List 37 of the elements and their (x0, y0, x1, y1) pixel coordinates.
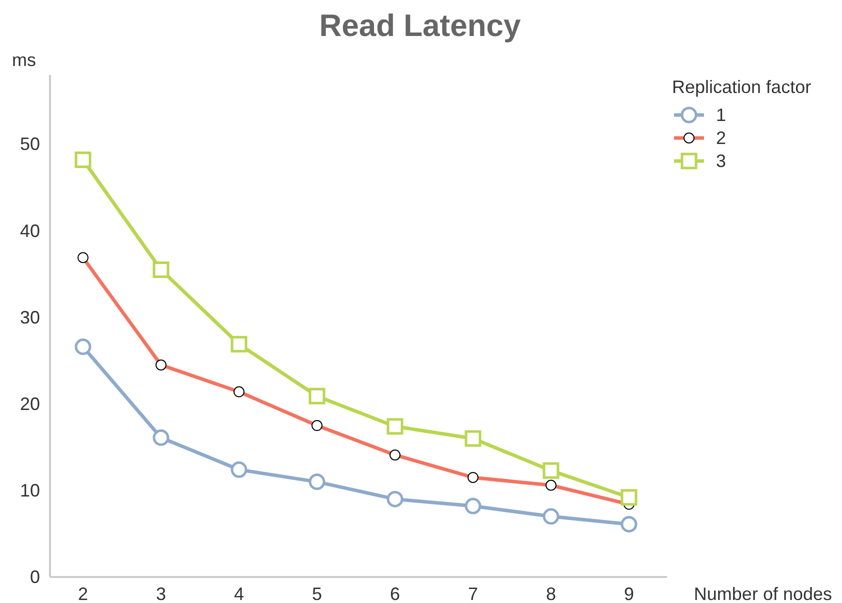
x-tick-label: 4 (234, 584, 244, 603)
point (464, 498, 482, 514)
y-tick-label: 30 (20, 307, 40, 328)
x-tick-label: 9 (624, 584, 634, 603)
chart-title: Read Latency (319, 8, 522, 43)
x-tick-label: 8 (546, 584, 556, 603)
y-tick-label: 0 (30, 567, 40, 587)
point (230, 461, 248, 478)
point (308, 474, 326, 490)
legend-label: 3 (716, 151, 726, 171)
legend-label: 2 (716, 128, 726, 148)
y-tick-label: 20 (20, 394, 40, 414)
legend-label: 1 (716, 105, 726, 125)
x-tick-label: 5 (312, 584, 322, 603)
x-axis-title: Number of nodes (694, 584, 832, 603)
x-tick-label: 7 (468, 584, 478, 603)
x-tick-label: 6 (390, 584, 400, 603)
legend-title: Replication factor (672, 77, 812, 97)
point (74, 338, 92, 356)
point (386, 418, 404, 435)
point (542, 508, 560, 525)
point (152, 429, 170, 446)
point (386, 490, 404, 508)
y-tick-label: 10 (20, 480, 40, 500)
x-tick-label: 3 (156, 584, 166, 603)
x-tick-label: 2 (78, 584, 88, 603)
point (464, 430, 482, 447)
y-tick-label: 40 (20, 220, 40, 241)
point (152, 261, 170, 278)
point (230, 336, 248, 352)
y-tick-label: 50 (20, 134, 40, 154)
point (74, 152, 92, 168)
point (542, 462, 560, 479)
y-axis-title: ms (12, 50, 36, 70)
point (620, 516, 638, 532)
point (308, 388, 326, 404)
point (620, 489, 638, 506)
